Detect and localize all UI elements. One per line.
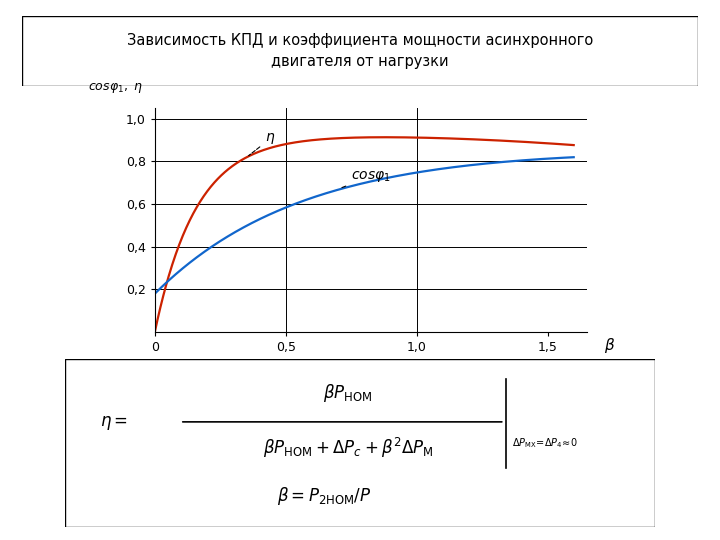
Text: $\beta$: $\beta$ — [604, 336, 616, 355]
FancyBboxPatch shape — [22, 16, 698, 86]
Text: $cos\varphi_1$: $cos\varphi_1$ — [341, 169, 391, 188]
Text: $\beta P_{\rm НОМ} + \Delta P_c + \beta^2 \Delta P_{\rm М}$: $\beta P_{\rm НОМ} + \Delta P_c + \beta^… — [263, 436, 433, 460]
Text: $cos\varphi_1,\ \eta$: $cos\varphi_1,\ \eta$ — [88, 80, 143, 94]
Text: $\beta = P_{2\rm НОМ}/P$: $\beta = P_{2\rm НОМ}/P$ — [277, 485, 372, 508]
Text: $\beta P_{\rm НОМ}$: $\beta P_{\rm НОМ}$ — [323, 382, 373, 403]
Text: $\Delta P_{\rm МХ}\!=\!\Delta P_4\!\approx\!0$: $\Delta P_{\rm МХ}\!=\!\Delta P_4\!\appr… — [513, 436, 578, 450]
Text: Зависимость КПД и коэффициента мощности асинхронного
двигателя от нагрузки: Зависимость КПД и коэффициента мощности … — [127, 33, 593, 69]
FancyBboxPatch shape — [65, 359, 655, 526]
Text: $\eta =$: $\eta =$ — [100, 414, 128, 431]
Text: $\eta$: $\eta$ — [248, 131, 275, 156]
